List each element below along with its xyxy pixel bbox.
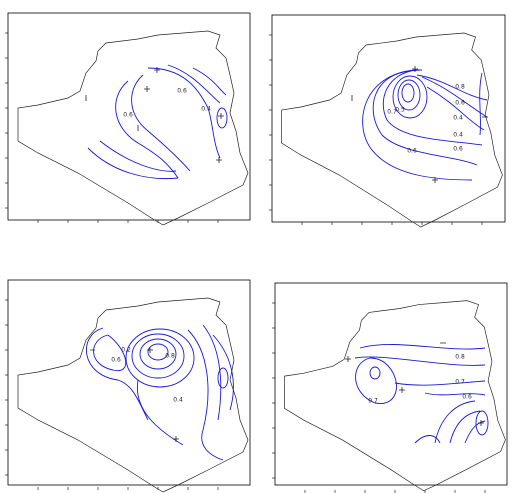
contour-label: 0.4 [453,132,463,139]
contours [87,64,228,179]
contour-label: 0.5 [395,107,405,114]
country-outline [17,30,249,226]
contour-label: 0.6 [111,357,121,364]
contours [86,324,234,461]
station-markers [85,67,224,163]
panel: 0.2 0.6 0.4 0.8 [4,279,251,493]
station-markers [345,342,484,426]
contour-label: 0.6 [407,148,417,155]
contour-label: 0.4 [453,115,463,122]
contour-label: 0.8 [455,84,465,91]
contour-label: 0.7 [387,109,397,116]
contour-label: 0.6 [455,100,465,107]
contour-label: 0.7 [368,398,378,405]
contour-label: 0.6 [123,112,133,119]
ticks [4,299,219,491]
contour-label: 0.6 [453,146,463,153]
contour-label: 0.2 [121,347,131,354]
contour-label: 0.6 [177,88,187,95]
panel: 0.6 0.4 0.6 [4,12,251,226]
frame [7,12,251,221]
contour-label: 0.8 [165,353,175,360]
country-outline [284,300,506,492]
contour-label: 0.4 [173,397,183,404]
country-outline [281,32,503,228]
frame [274,282,508,486]
contours [362,69,488,181]
panel: 0.8 0.6 0.4 0.7 0.5 0.6 0.4 0.6 [268,14,506,228]
contour-label: 0.7 [455,379,465,386]
panel: 0.8 0.7 0.6 0.7 [271,282,508,493]
contour-label: 0.6 [462,394,472,401]
contour-label: 0.8 [455,354,465,361]
ticks [268,34,483,226]
frame [271,14,506,223]
station-markers [90,347,179,442]
country-outline [17,297,249,493]
contour-label: 0.4 [201,106,211,113]
station-markers [351,66,488,183]
frame [7,279,251,486]
ticks [4,32,219,224]
ticks [271,302,486,493]
contours [354,344,489,444]
